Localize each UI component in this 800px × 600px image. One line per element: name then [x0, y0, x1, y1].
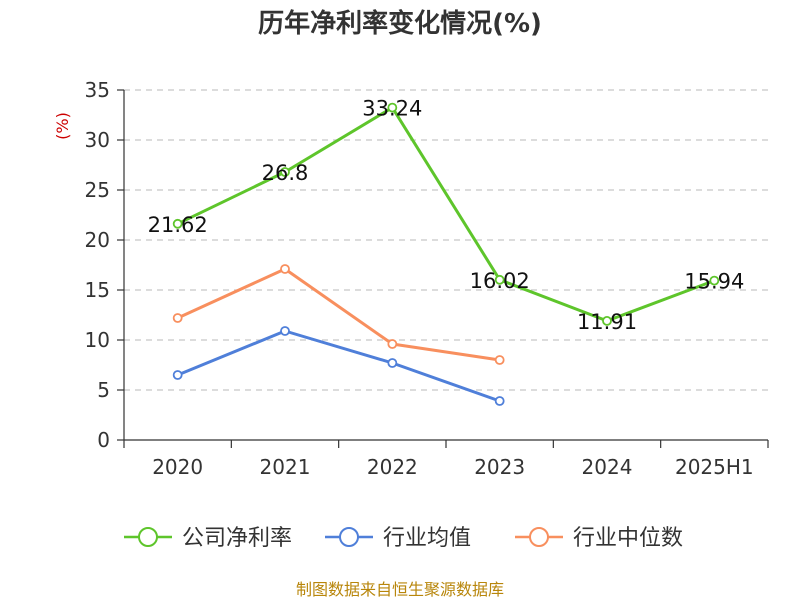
data-label: 16.02 — [470, 269, 530, 293]
data-point — [494, 355, 505, 365]
y-tick-label: 25 — [85, 178, 110, 202]
x-tick-label: 2020 — [152, 455, 203, 479]
legend-label: 行业均值 — [383, 526, 471, 551]
data-point — [387, 102, 398, 113]
data-point — [709, 275, 720, 286]
data-point — [602, 315, 612, 326]
source-note: 制图数据来自恒生聚源数据库 — [296, 580, 504, 599]
legend-item[interactable]: 行业中位数 — [515, 526, 683, 551]
y-tick-label: 5 — [97, 378, 110, 402]
data-point — [280, 264, 290, 274]
data-point — [280, 326, 290, 336]
x-tick-label: 2025H1 — [675, 455, 754, 479]
x-tick-label: 2023 — [474, 455, 525, 479]
data-point — [387, 358, 398, 368]
legend-marker — [529, 527, 549, 547]
legend-label: 公司净利率 — [182, 526, 292, 551]
y-tick-label: 15 — [85, 278, 110, 302]
y-tick-label: 35 — [85, 78, 110, 102]
data-point — [172, 313, 183, 323]
x-tick-label: 2024 — [582, 455, 633, 479]
x-tick-label: 2022 — [367, 455, 418, 479]
data-label: 33.24 — [362, 97, 422, 121]
data-point — [387, 339, 398, 349]
y-axis-unit: (%) — [53, 112, 72, 140]
grid-lines — [124, 89, 768, 391]
series-line — [177, 106, 715, 323]
data-point — [280, 167, 290, 177]
data-label: 11.91 — [577, 310, 637, 334]
chart-title: 历年净利率变化情况(%) — [258, 8, 542, 39]
data-label: 26.8 — [262, 161, 309, 185]
series-lines — [172, 102, 720, 406]
data-point — [172, 218, 183, 229]
series-line — [177, 329, 501, 403]
x-tick-label: 2021 — [260, 455, 311, 479]
legend-item[interactable]: 行业均值 — [325, 526, 471, 551]
data-point — [494, 396, 505, 406]
legend-item[interactable]: 公司净利率 — [124, 526, 292, 551]
y-tick-label: 30 — [85, 128, 110, 152]
y-tick-label: 0 — [97, 428, 110, 452]
series-line — [177, 267, 500, 362]
legend-marker — [138, 527, 158, 547]
data-label: 21.62 — [148, 213, 208, 237]
legend[interactable]: 公司净利率 行业均值 行业中位数 — [124, 526, 683, 551]
legend-label: 行业中位数 — [573, 526, 683, 551]
data-labels: 21.62 26.8 33.24 16.02 11.91 15.94 — [148, 97, 745, 334]
legend-marker — [339, 527, 359, 547]
axes: 0 5 10 15 20 25 30 35 2020 2021 2022 2023 2024 2025H1 — [85, 78, 769, 479]
y-tick-label: 20 — [85, 228, 110, 252]
y-tick-label: 10 — [85, 328, 110, 352]
data-point — [494, 274, 505, 285]
data-label: 15.94 — [684, 270, 744, 294]
data-point — [172, 370, 183, 380]
